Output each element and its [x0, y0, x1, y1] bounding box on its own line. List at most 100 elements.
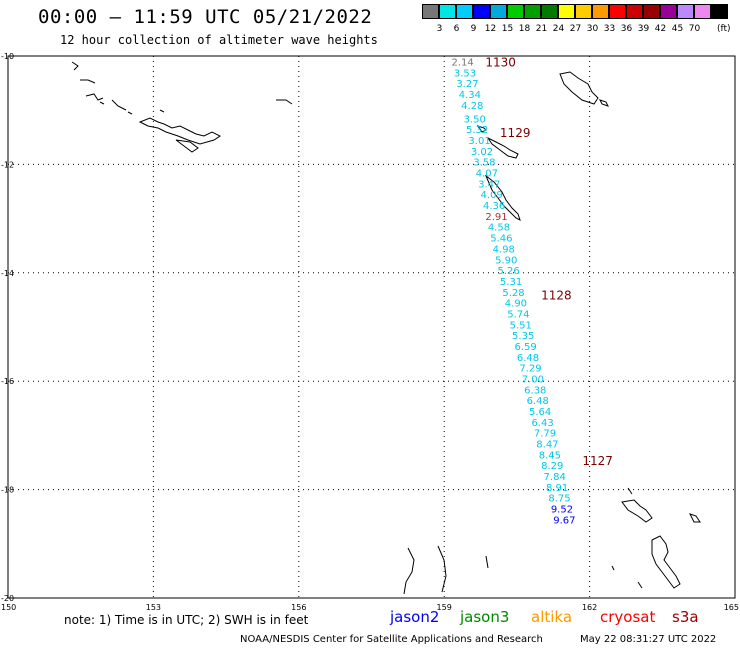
map-title: 00:00 – 11:59 UTC 05/21/2022 — [38, 6, 373, 28]
color-scale-unit: (ft) — [717, 24, 731, 34]
color-scale-label: 24 — [552, 24, 565, 34]
color-swatch — [694, 4, 711, 19]
latitude-label: -20 — [1, 594, 14, 603]
color-swatch — [609, 4, 626, 19]
color-scale-label: 70 — [688, 24, 701, 34]
color-swatch — [660, 4, 677, 19]
wave-height-label: 3.58 — [473, 158, 495, 169]
coastline-rennell — [476, 125, 519, 159]
color-scale-label: 18 — [518, 24, 531, 34]
wave-height-label: 6.48 — [517, 353, 539, 364]
wave-height-label: 7.84 — [544, 472, 566, 483]
coastline-ndai — [484, 174, 521, 221]
color-scale-label: 6 — [453, 24, 460, 34]
pass-time-labels: 1130 1129 1128 1127 — [485, 55, 612, 467]
satellite-legend-cryosat: cryosat — [600, 608, 656, 626]
graticule — [7, 55, 736, 599]
wave-height-label: 5.31 — [500, 277, 522, 288]
pass-time-label: 1129 — [500, 126, 531, 140]
pass-time-label: 1130 — [485, 55, 516, 69]
color-swatch — [558, 4, 575, 19]
longitude-label: 162 — [582, 603, 597, 612]
latitude-label: -10 — [1, 52, 14, 61]
wave-height-label: 5.28 — [502, 288, 524, 299]
coastline-espiritu-santo — [651, 535, 681, 589]
longitude-label: 159 — [437, 603, 452, 612]
wave-height-label: 3.47 — [478, 179, 500, 190]
wave-height-label: 3.01 — [468, 136, 490, 147]
map-border — [7, 55, 736, 599]
color-scale-label: 3 — [436, 24, 443, 34]
color-scale-label: 27 — [569, 24, 582, 34]
wave-height-label: 7.29 — [519, 364, 541, 375]
wave-height-label: 8.75 — [548, 494, 570, 505]
color-swatch — [473, 4, 490, 19]
color-scale-label: 30 — [586, 24, 599, 34]
coastlines — [71, 61, 701, 595]
wave-height-values: 2.143.533.274.344.28 3.505.323.013.023.58… — [451, 57, 575, 526]
latitude-label: -12 — [1, 160, 14, 169]
color-scale-label: 36 — [620, 24, 633, 34]
wave-height-label: 8.45 — [539, 450, 561, 461]
color-scale-label: 15 — [501, 24, 514, 34]
wave-height-label: 4.34 — [459, 90, 481, 101]
latitude-label: -16 — [1, 377, 14, 386]
wave-height-label: 8.29 — [541, 461, 563, 472]
satellite-legend-jason3: jason3 — [460, 608, 510, 626]
coastline-bougainville — [175, 139, 199, 153]
color-swatch — [677, 4, 694, 19]
color-swatch — [626, 4, 643, 19]
wave-height-label: 3.02 — [471, 147, 493, 158]
color-swatch — [456, 4, 473, 19]
color-scale-label: 39 — [637, 24, 650, 34]
color-scale-label: 21 — [535, 24, 548, 34]
wave-height-label: 7.79 — [534, 429, 556, 440]
color-swatch — [575, 4, 592, 19]
color-swatch — [490, 4, 507, 19]
wave-height-label: 3.53 — [454, 68, 476, 79]
wave-height-label: 2.14 — [451, 57, 473, 68]
wave-height-label: 5.74 — [507, 309, 529, 320]
color-swatch — [422, 4, 439, 19]
wave-height-label: 2.91 — [485, 212, 507, 223]
timestamp-text: May 22 08:31:27 UTC 2022 — [580, 634, 717, 645]
wave-height-label: 4.98 — [493, 244, 515, 255]
credit-text: NOAA/NESDIS Center for Satellite Applica… — [240, 634, 543, 645]
longitude-label: 153 — [146, 603, 161, 612]
map-subtitle: 12 hour collection of altimeter wave hei… — [60, 33, 378, 47]
coastline-islet-2 — [276, 99, 293, 105]
wave-height-label: 4.36 — [483, 201, 505, 212]
coastline-islet-3 — [485, 555, 643, 589]
color-swatch — [643, 4, 660, 19]
longitude-label: 165 — [724, 603, 739, 612]
pass-time-label: 1128 — [541, 288, 572, 302]
longitude-label: 156 — [291, 603, 306, 612]
satellite-legend-s3a: s3a — [672, 608, 699, 626]
wave-height-label: 5.90 — [495, 255, 517, 266]
wave-height-label: 5.32 — [466, 125, 488, 136]
coastline-santa-cruz — [559, 71, 609, 107]
color-swatch — [524, 4, 541, 19]
color-swatch — [711, 4, 728, 19]
latitude-label: -18 — [1, 486, 14, 495]
wave-height-label: 4.90 — [505, 299, 527, 310]
wave-height-label: 4.09 — [481, 190, 503, 201]
color-swatch — [592, 4, 609, 19]
wave-height-label: 3.27 — [456, 79, 478, 90]
note-text: note: 1) Time is in UTC; 2) SWH is in fe… — [64, 613, 309, 627]
latitude-label: -14 — [1, 269, 14, 278]
color-swatch — [507, 4, 524, 19]
wave-height-label: 8.91 — [546, 483, 568, 494]
color-scale-label: 42 — [654, 24, 667, 34]
wave-height-label: 9.67 — [553, 515, 575, 526]
color-scale-label: 33 — [603, 24, 616, 34]
wave-height-label: 7.00 — [522, 374, 544, 385]
wave-height-label: 3.50 — [464, 114, 486, 125]
wave-height-label: 4.07 — [476, 169, 498, 180]
color-swatch — [439, 4, 456, 19]
color-scale-label: 45 — [671, 24, 684, 34]
wave-height-label: 5.64 — [529, 407, 551, 418]
color-scale-label: 9 — [470, 24, 477, 34]
